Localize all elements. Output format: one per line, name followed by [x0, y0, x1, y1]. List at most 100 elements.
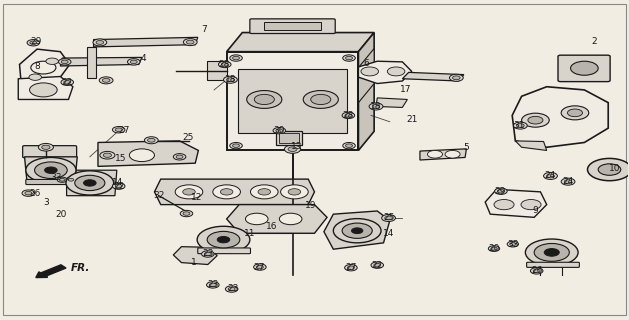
Text: 22: 22	[62, 78, 73, 87]
Polygon shape	[206, 61, 226, 80]
Polygon shape	[512, 87, 608, 147]
Circle shape	[228, 287, 235, 291]
Circle shape	[450, 74, 463, 81]
Circle shape	[115, 184, 122, 188]
Text: 20: 20	[488, 244, 499, 253]
Circle shape	[333, 219, 381, 243]
Circle shape	[186, 40, 194, 44]
Circle shape	[343, 55, 355, 61]
Circle shape	[279, 213, 302, 225]
Circle shape	[99, 77, 113, 84]
Polygon shape	[18, 76, 73, 100]
Circle shape	[233, 144, 240, 148]
Circle shape	[30, 41, 36, 44]
Circle shape	[64, 81, 70, 84]
Circle shape	[253, 264, 266, 270]
Circle shape	[543, 172, 557, 180]
Circle shape	[491, 247, 497, 250]
Circle shape	[571, 61, 598, 75]
Circle shape	[247, 91, 282, 108]
Circle shape	[26, 157, 76, 183]
Circle shape	[273, 127, 286, 134]
Text: 32: 32	[153, 190, 165, 200]
Circle shape	[516, 124, 524, 127]
Text: 25: 25	[182, 132, 193, 141]
Circle shape	[176, 155, 183, 159]
Circle shape	[61, 79, 74, 85]
Text: 10: 10	[609, 164, 620, 173]
Circle shape	[445, 150, 460, 158]
FancyBboxPatch shape	[558, 55, 610, 82]
Circle shape	[58, 59, 71, 65]
Text: 30: 30	[274, 126, 285, 135]
Text: 8: 8	[34, 62, 40, 71]
Circle shape	[385, 216, 392, 220]
Text: 18: 18	[370, 102, 382, 111]
Circle shape	[66, 177, 76, 182]
Circle shape	[345, 265, 357, 271]
Text: 17: 17	[401, 85, 412, 94]
Circle shape	[46, 58, 58, 64]
Circle shape	[257, 265, 264, 269]
Circle shape	[223, 76, 237, 83]
Circle shape	[45, 167, 57, 173]
Circle shape	[57, 177, 67, 182]
Polygon shape	[98, 141, 198, 166]
Polygon shape	[173, 247, 217, 265]
Circle shape	[75, 175, 105, 191]
Circle shape	[345, 56, 352, 60]
Text: 28: 28	[218, 60, 230, 69]
Circle shape	[521, 113, 549, 127]
Text: 5: 5	[464, 143, 469, 152]
Text: 33: 33	[50, 173, 62, 182]
FancyBboxPatch shape	[198, 248, 250, 254]
Circle shape	[84, 180, 96, 186]
Polygon shape	[359, 33, 374, 150]
Circle shape	[533, 269, 540, 273]
Circle shape	[587, 158, 629, 181]
Circle shape	[226, 78, 234, 82]
Text: 25: 25	[383, 213, 394, 222]
Circle shape	[35, 162, 67, 179]
Text: 26: 26	[531, 266, 542, 276]
FancyBboxPatch shape	[250, 19, 335, 34]
Circle shape	[276, 129, 283, 132]
Circle shape	[59, 178, 65, 181]
Polygon shape	[25, 157, 77, 182]
Circle shape	[284, 145, 301, 153]
Circle shape	[494, 199, 514, 210]
Polygon shape	[155, 179, 314, 204]
Text: 20: 20	[55, 210, 67, 219]
Circle shape	[345, 114, 352, 117]
Circle shape	[113, 126, 125, 133]
Circle shape	[374, 263, 381, 267]
Circle shape	[225, 286, 238, 292]
Polygon shape	[324, 211, 390, 249]
Circle shape	[525, 239, 578, 266]
Circle shape	[547, 174, 554, 178]
Text: 27: 27	[345, 263, 357, 272]
Circle shape	[197, 226, 250, 253]
Circle shape	[544, 249, 559, 256]
Circle shape	[258, 189, 270, 195]
Circle shape	[100, 151, 115, 159]
Circle shape	[494, 188, 507, 195]
Circle shape	[233, 56, 240, 60]
Circle shape	[204, 252, 211, 256]
Circle shape	[113, 183, 125, 189]
Polygon shape	[226, 33, 374, 52]
FancyBboxPatch shape	[226, 52, 359, 150]
FancyBboxPatch shape	[23, 146, 77, 158]
Circle shape	[201, 251, 214, 257]
Text: 1: 1	[191, 258, 197, 267]
Text: 6: 6	[363, 59, 369, 68]
Circle shape	[347, 266, 354, 269]
Circle shape	[96, 41, 104, 44]
Polygon shape	[226, 204, 327, 233]
Circle shape	[175, 185, 203, 199]
Text: 13: 13	[291, 142, 303, 151]
Circle shape	[230, 55, 242, 61]
Circle shape	[528, 116, 543, 124]
Circle shape	[145, 137, 159, 144]
Text: 33: 33	[507, 240, 518, 249]
